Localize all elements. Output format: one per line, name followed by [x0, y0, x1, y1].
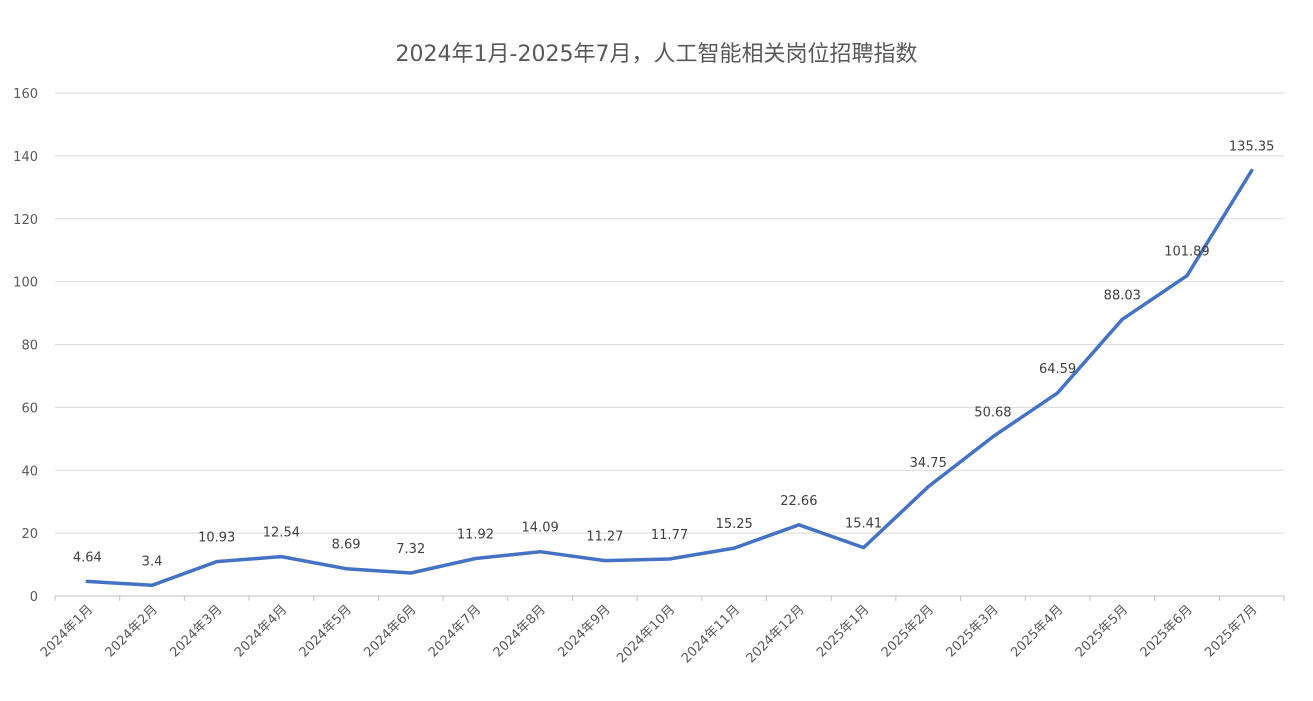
series-line: [85, 168, 1254, 588]
chart-title: 2024年1月-2025年7月，人工智能相关岗位招聘指数: [395, 42, 918, 67]
data-label: 11.77: [651, 528, 688, 543]
x-tick-label: 2025年4月: [1008, 602, 1066, 660]
series-line-group: [85, 168, 1254, 588]
x-tick-label: 2024年4月: [232, 602, 290, 660]
data-label: 8.69: [332, 538, 361, 553]
x-axis: [54, 595, 1285, 601]
y-tick-label: 120: [13, 213, 38, 228]
data-label: 14.09: [522, 521, 559, 536]
x-tick-label: 2024年1月: [38, 602, 96, 660]
data-label: 101.89: [1164, 245, 1210, 260]
data-label: 135.35: [1229, 139, 1275, 154]
x-tick-label: 2024年2月: [103, 602, 161, 660]
data-label: 22.66: [780, 494, 817, 509]
data-label: 12.54: [263, 526, 300, 541]
data-label: 34.75: [910, 456, 947, 471]
x-tick-label: 2024年7月: [426, 602, 484, 660]
x-tick-label: 2024年12月: [744, 602, 808, 666]
x-tick-label: 2024年3月: [167, 602, 225, 660]
y-tick-label: 0: [30, 590, 38, 605]
x-tick-label: 2024年6月: [361, 602, 419, 660]
y-tick-label: 20: [21, 527, 38, 542]
x-tick-label: 2025年6月: [1138, 602, 1196, 660]
data-label: 88.03: [1104, 288, 1141, 303]
x-axis-ticks: 2024年1月 2024年2月 2024年3月 2024年4月 2024年5月 2024年…: [38, 602, 1261, 666]
data-label: 11.92: [457, 528, 494, 543]
y-tick-label: 60: [21, 401, 38, 416]
data-label: 50.68: [974, 406, 1011, 421]
x-tick-label: 2025年5月: [1073, 602, 1131, 660]
x-tick-label: 2024年11月: [679, 602, 743, 666]
data-label: 4.64: [73, 550, 102, 565]
data-label: 7.32: [396, 542, 425, 557]
data-label: 15.41: [845, 517, 882, 532]
data-label: 3.4: [142, 554, 163, 569]
x-tick-label: 2025年2月: [879, 602, 937, 660]
y-tick-label: 160: [13, 87, 38, 102]
x-tick-label: 2024年8月: [491, 602, 549, 660]
data-label: 64.59: [1039, 362, 1076, 377]
data-label: 11.27: [586, 530, 623, 545]
x-tick-label: 2025年1月: [814, 602, 872, 660]
x-tick-label: 2025年7月: [1202, 602, 1260, 660]
y-tick-label: 100: [13, 276, 38, 291]
x-tick-label: 2024年9月: [555, 602, 613, 660]
x-tick-label: 2025年3月: [944, 602, 1002, 660]
data-label: 10.93: [198, 531, 235, 546]
data-label: 15.25: [716, 517, 753, 532]
x-tick-label: 2024年5月: [297, 602, 355, 660]
y-tick-label: 80: [21, 339, 38, 354]
data-labels: 4.64 3.4 10.93 12.54 8.69 7.32 11.92 14.09 11.27…: [73, 139, 1275, 569]
y-tick-label: 40: [21, 464, 38, 479]
y-axis-ticks: 0 20 40 60 80 100 120 140 160: [13, 87, 38, 605]
y-tick-label: 140: [13, 150, 38, 165]
gridlines: [55, 92, 1284, 534]
x-tick-label: 2024年10月: [614, 602, 678, 666]
